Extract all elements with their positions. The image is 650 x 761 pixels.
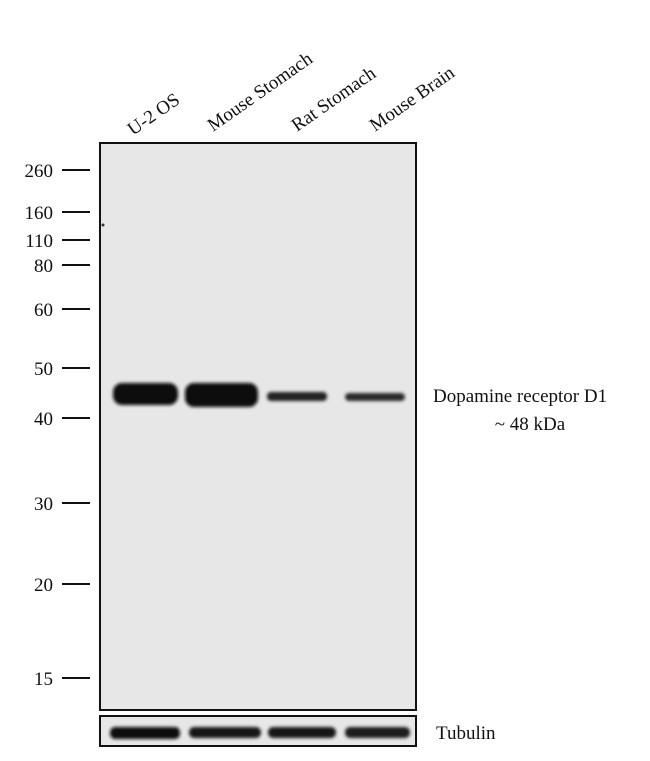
marker-label: 110 — [25, 231, 53, 252]
band — [110, 727, 180, 739]
band — [345, 727, 410, 738]
marker-label: 80 — [34, 256, 53, 277]
lane-labels: U-2 OS Mouse Stomach Rat Stomach Mouse B… — [124, 48, 459, 140]
marker-label: 15 — [34, 669, 53, 690]
artifact — [101, 223, 105, 227]
tubulin-bands — [110, 727, 410, 739]
marker-label: 260 — [25, 161, 54, 182]
band — [268, 727, 336, 738]
band — [185, 383, 258, 407]
band — [267, 392, 327, 401]
marker-label: 60 — [34, 300, 53, 321]
marker-label: 50 — [34, 359, 53, 380]
marker-label: 160 — [25, 203, 54, 224]
marker-label: 20 — [34, 575, 53, 596]
target-size: ~ 48 kDa — [495, 414, 566, 435]
marker-label: 40 — [34, 409, 53, 430]
marker-ladder: 260 160 110 80 60 50 40 30 20 15 — [25, 161, 90, 690]
loading-control-label: Tubulin — [436, 723, 496, 744]
target-name: Dopamine receptor D1 — [433, 386, 607, 407]
marker-label: 30 — [34, 494, 53, 515]
blot-membrane — [99, 142, 417, 711]
lane-label: Mouse Brain — [366, 62, 459, 136]
band — [189, 727, 261, 738]
target-bands — [113, 383, 405, 407]
lane-label: U-2 OS — [124, 89, 184, 140]
band — [345, 393, 405, 401]
band — [113, 383, 178, 405]
